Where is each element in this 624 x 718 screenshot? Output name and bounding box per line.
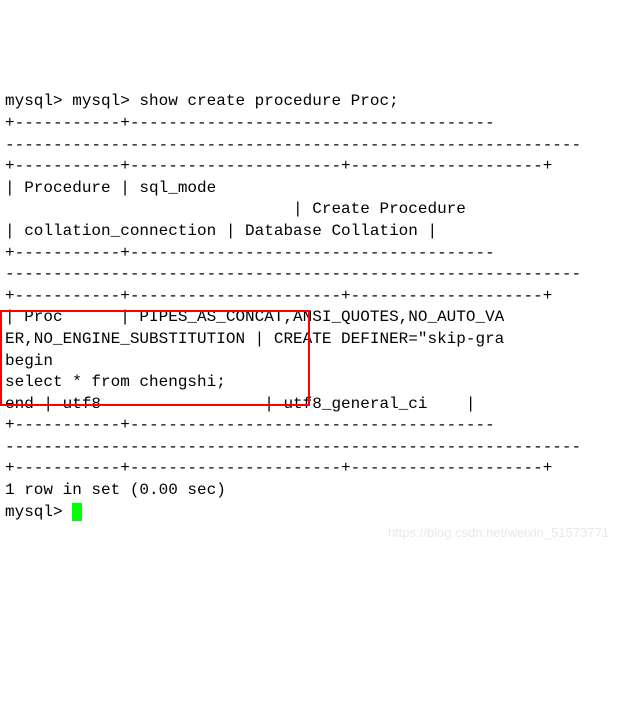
line-7: +-----------+---------------------------… — [5, 243, 619, 265]
watermark-text: https://blog.csdn.net/weixin_51573771 — [388, 524, 609, 542]
line-9: +-----------+----------------------+----… — [5, 286, 619, 308]
line-6: | collation_connection | Database Collat… — [5, 221, 619, 243]
cursor-icon[interactable] — [72, 503, 82, 521]
line-2: ----------------------------------------… — [5, 135, 619, 157]
line-15: +-----------+---------------------------… — [5, 415, 619, 437]
line-3: +-----------+----------------------+----… — [5, 156, 619, 178]
line-12: begin — [5, 351, 619, 373]
line-4: | Procedure | sql_mode — [5, 178, 619, 200]
line-13: select * from chengshi; — [5, 372, 619, 394]
line-10: | Proc | PIPES_AS_CONCAT,ANSI_QUOTES,NO_… — [5, 307, 619, 329]
line-20-prompt: mysql> — [5, 503, 72, 521]
line-8: ----------------------------------------… — [5, 264, 619, 286]
terminal-output: mysql> mysql> show create procedure Proc… — [5, 91, 619, 523]
line-0: mysql> mysql> show create procedure Proc… — [5, 91, 619, 113]
line-14: end | utf8 | utf8_general_ci | — [5, 394, 619, 416]
line-17: +-----------+----------------------+----… — [5, 458, 619, 480]
line-11: ER,NO_ENGINE_SUBSTITUTION | CREATE DEFIN… — [5, 329, 619, 351]
line-1: +-----------+---------------------------… — [5, 113, 619, 135]
line-16: ----------------------------------------… — [5, 437, 619, 459]
line-5: | Create Procedure — [5, 199, 619, 221]
line-18: 1 row in set (0.00 sec) — [5, 480, 619, 502]
